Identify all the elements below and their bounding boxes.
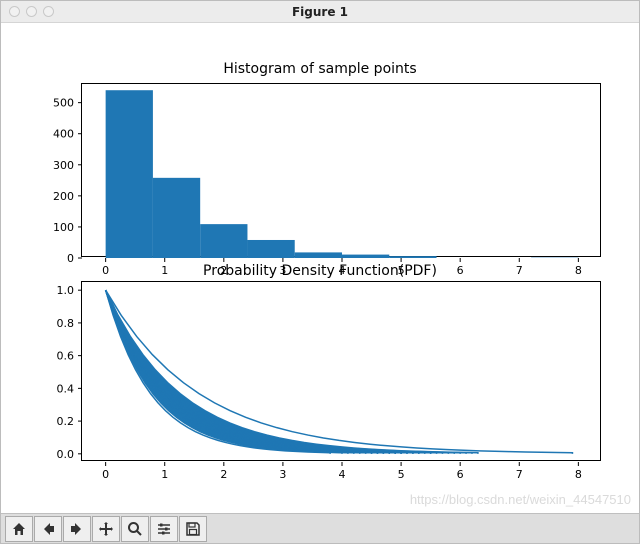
histogram-title: Histogram of sample points	[1, 61, 639, 77]
svg-text:5: 5	[398, 468, 405, 481]
svg-text:0.6: 0.6	[57, 350, 75, 363]
svg-text:0.0: 0.0	[57, 448, 75, 461]
svg-text:300: 300	[53, 159, 74, 172]
svg-text:400: 400	[53, 128, 74, 141]
svg-text:4: 4	[339, 468, 346, 481]
pdf-plot[interactable]: 0123456780.00.20.40.60.81.0	[81, 281, 601, 461]
watermark-text: https://blog.csdn.net/weixin_44547510	[410, 492, 631, 507]
window-frame: Figure 1 Histogram of sample points 0123…	[0, 0, 640, 544]
figure-canvas: Histogram of sample points 0123456780100…	[1, 23, 639, 513]
pan-button[interactable]	[92, 516, 120, 542]
configure-button[interactable]	[150, 516, 178, 542]
svg-text:100: 100	[53, 221, 74, 234]
svg-text:0.4: 0.4	[57, 382, 75, 395]
svg-text:0.2: 0.2	[57, 415, 75, 428]
svg-text:2: 2	[220, 468, 227, 481]
home-button[interactable]	[5, 516, 33, 542]
configure-icon	[156, 521, 172, 537]
pan-icon	[98, 521, 114, 537]
histogram-plot[interactable]: 0123456780100200300400500	[81, 83, 601, 257]
save-icon	[185, 521, 201, 537]
titlebar: Figure 1	[1, 1, 639, 23]
save-button[interactable]	[179, 516, 207, 542]
svg-text:0: 0	[102, 468, 109, 481]
svg-text:1.0: 1.0	[57, 284, 75, 297]
forward-icon	[69, 521, 85, 537]
home-icon	[11, 521, 27, 537]
svg-text:7: 7	[516, 468, 523, 481]
svg-text:3: 3	[279, 468, 286, 481]
back-button[interactable]	[34, 516, 62, 542]
window-title: Figure 1	[1, 5, 639, 19]
svg-text:500: 500	[53, 97, 74, 110]
back-icon	[40, 521, 56, 537]
svg-text:6: 6	[457, 468, 464, 481]
svg-text:1: 1	[161, 468, 168, 481]
forward-button[interactable]	[63, 516, 91, 542]
svg-text:8: 8	[575, 468, 582, 481]
svg-text:0.8: 0.8	[57, 317, 75, 330]
matplotlib-toolbar	[1, 513, 639, 543]
zoom-icon	[127, 521, 143, 537]
zoom-button[interactable]	[121, 516, 149, 542]
pdf-title: Probability Density Function(PDF)	[1, 263, 639, 279]
svg-text:200: 200	[53, 190, 74, 203]
